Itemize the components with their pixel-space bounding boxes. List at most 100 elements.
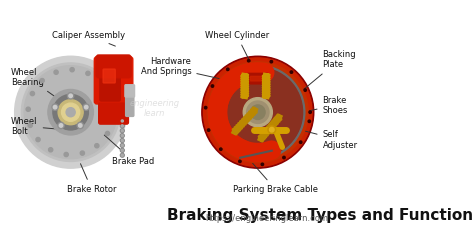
Circle shape <box>211 85 214 87</box>
Circle shape <box>121 154 123 156</box>
Text: engineering
learn: engineering learn <box>129 99 180 119</box>
Circle shape <box>30 91 35 96</box>
Text: Braking System Types and Function: Braking System Types and Function <box>167 208 473 223</box>
Text: Wheel
Bolt: Wheel Bolt <box>11 117 63 136</box>
Circle shape <box>62 103 80 121</box>
Circle shape <box>58 100 83 125</box>
Circle shape <box>15 56 127 168</box>
Circle shape <box>239 160 241 163</box>
Circle shape <box>246 101 269 124</box>
Circle shape <box>121 135 123 137</box>
FancyBboxPatch shape <box>247 73 269 84</box>
Circle shape <box>120 148 124 152</box>
Circle shape <box>108 94 112 98</box>
Circle shape <box>86 71 90 75</box>
Circle shape <box>111 110 115 114</box>
Circle shape <box>48 148 53 152</box>
FancyBboxPatch shape <box>96 55 131 78</box>
Circle shape <box>121 125 123 127</box>
Circle shape <box>203 58 312 167</box>
Circle shape <box>213 67 302 157</box>
Text: Self
Adjuster: Self Adjuster <box>302 130 358 150</box>
Circle shape <box>77 122 83 128</box>
Circle shape <box>243 98 273 127</box>
Text: Wheel Cylinder: Wheel Cylinder <box>205 31 269 75</box>
FancyBboxPatch shape <box>250 76 265 81</box>
FancyBboxPatch shape <box>99 103 128 124</box>
Circle shape <box>290 71 292 73</box>
Circle shape <box>69 94 73 98</box>
FancyBboxPatch shape <box>103 69 115 83</box>
Circle shape <box>70 67 74 72</box>
Text: https://engineeringlearn.com: https://engineeringlearn.com <box>205 214 328 223</box>
Circle shape <box>309 111 311 114</box>
Circle shape <box>120 119 124 123</box>
Circle shape <box>54 70 58 74</box>
Circle shape <box>105 131 109 135</box>
Circle shape <box>53 105 57 109</box>
Circle shape <box>99 81 103 85</box>
Text: Brake Rotor: Brake Rotor <box>67 164 117 194</box>
Circle shape <box>121 139 123 142</box>
Circle shape <box>300 141 302 143</box>
Text: Caliper Assembly: Caliper Assembly <box>52 31 125 46</box>
Circle shape <box>110 116 115 120</box>
Text: Backing
Plate: Backing Plate <box>304 50 356 89</box>
Circle shape <box>261 163 264 166</box>
Circle shape <box>83 104 90 110</box>
Text: Parking Brake Cable: Parking Brake Cable <box>233 163 318 194</box>
Circle shape <box>270 127 274 132</box>
Circle shape <box>251 105 265 120</box>
Circle shape <box>67 93 74 99</box>
Circle shape <box>40 78 44 83</box>
Circle shape <box>66 108 75 117</box>
Circle shape <box>219 148 222 150</box>
Circle shape <box>120 143 124 147</box>
Circle shape <box>53 94 88 130</box>
Circle shape <box>211 65 305 159</box>
Circle shape <box>95 144 99 148</box>
Circle shape <box>270 61 273 63</box>
Circle shape <box>268 126 276 133</box>
Circle shape <box>283 156 285 159</box>
Circle shape <box>26 107 30 111</box>
Circle shape <box>121 130 123 132</box>
Circle shape <box>80 151 84 155</box>
Text: Brake Pad: Brake Pad <box>104 135 155 166</box>
Circle shape <box>308 120 310 123</box>
Circle shape <box>21 63 120 161</box>
FancyBboxPatch shape <box>94 57 133 104</box>
Circle shape <box>59 124 63 127</box>
Circle shape <box>208 62 308 163</box>
Circle shape <box>121 149 123 151</box>
Circle shape <box>120 124 124 128</box>
Circle shape <box>36 137 40 142</box>
Circle shape <box>58 122 64 128</box>
Circle shape <box>52 104 58 110</box>
Text: Hardware
And Springs: Hardware And Springs <box>141 57 234 82</box>
Circle shape <box>120 134 124 137</box>
FancyBboxPatch shape <box>125 85 135 97</box>
Circle shape <box>304 89 307 91</box>
Circle shape <box>28 123 32 127</box>
Circle shape <box>79 124 82 127</box>
Circle shape <box>120 153 124 157</box>
Circle shape <box>227 68 229 70</box>
Circle shape <box>64 152 68 157</box>
FancyBboxPatch shape <box>126 90 134 116</box>
Circle shape <box>120 129 124 133</box>
Circle shape <box>121 144 123 146</box>
Circle shape <box>48 89 93 135</box>
Circle shape <box>247 60 250 62</box>
Circle shape <box>24 66 117 159</box>
Circle shape <box>204 106 207 109</box>
Circle shape <box>120 139 124 142</box>
Text: Brake
Shoes: Brake Shoes <box>305 96 348 115</box>
Text: Wheel
Bearing: Wheel Bearing <box>11 67 65 104</box>
FancyBboxPatch shape <box>96 68 99 100</box>
FancyBboxPatch shape <box>100 63 120 101</box>
Circle shape <box>121 120 123 122</box>
Circle shape <box>84 105 88 109</box>
Circle shape <box>202 56 314 168</box>
Circle shape <box>208 129 210 131</box>
